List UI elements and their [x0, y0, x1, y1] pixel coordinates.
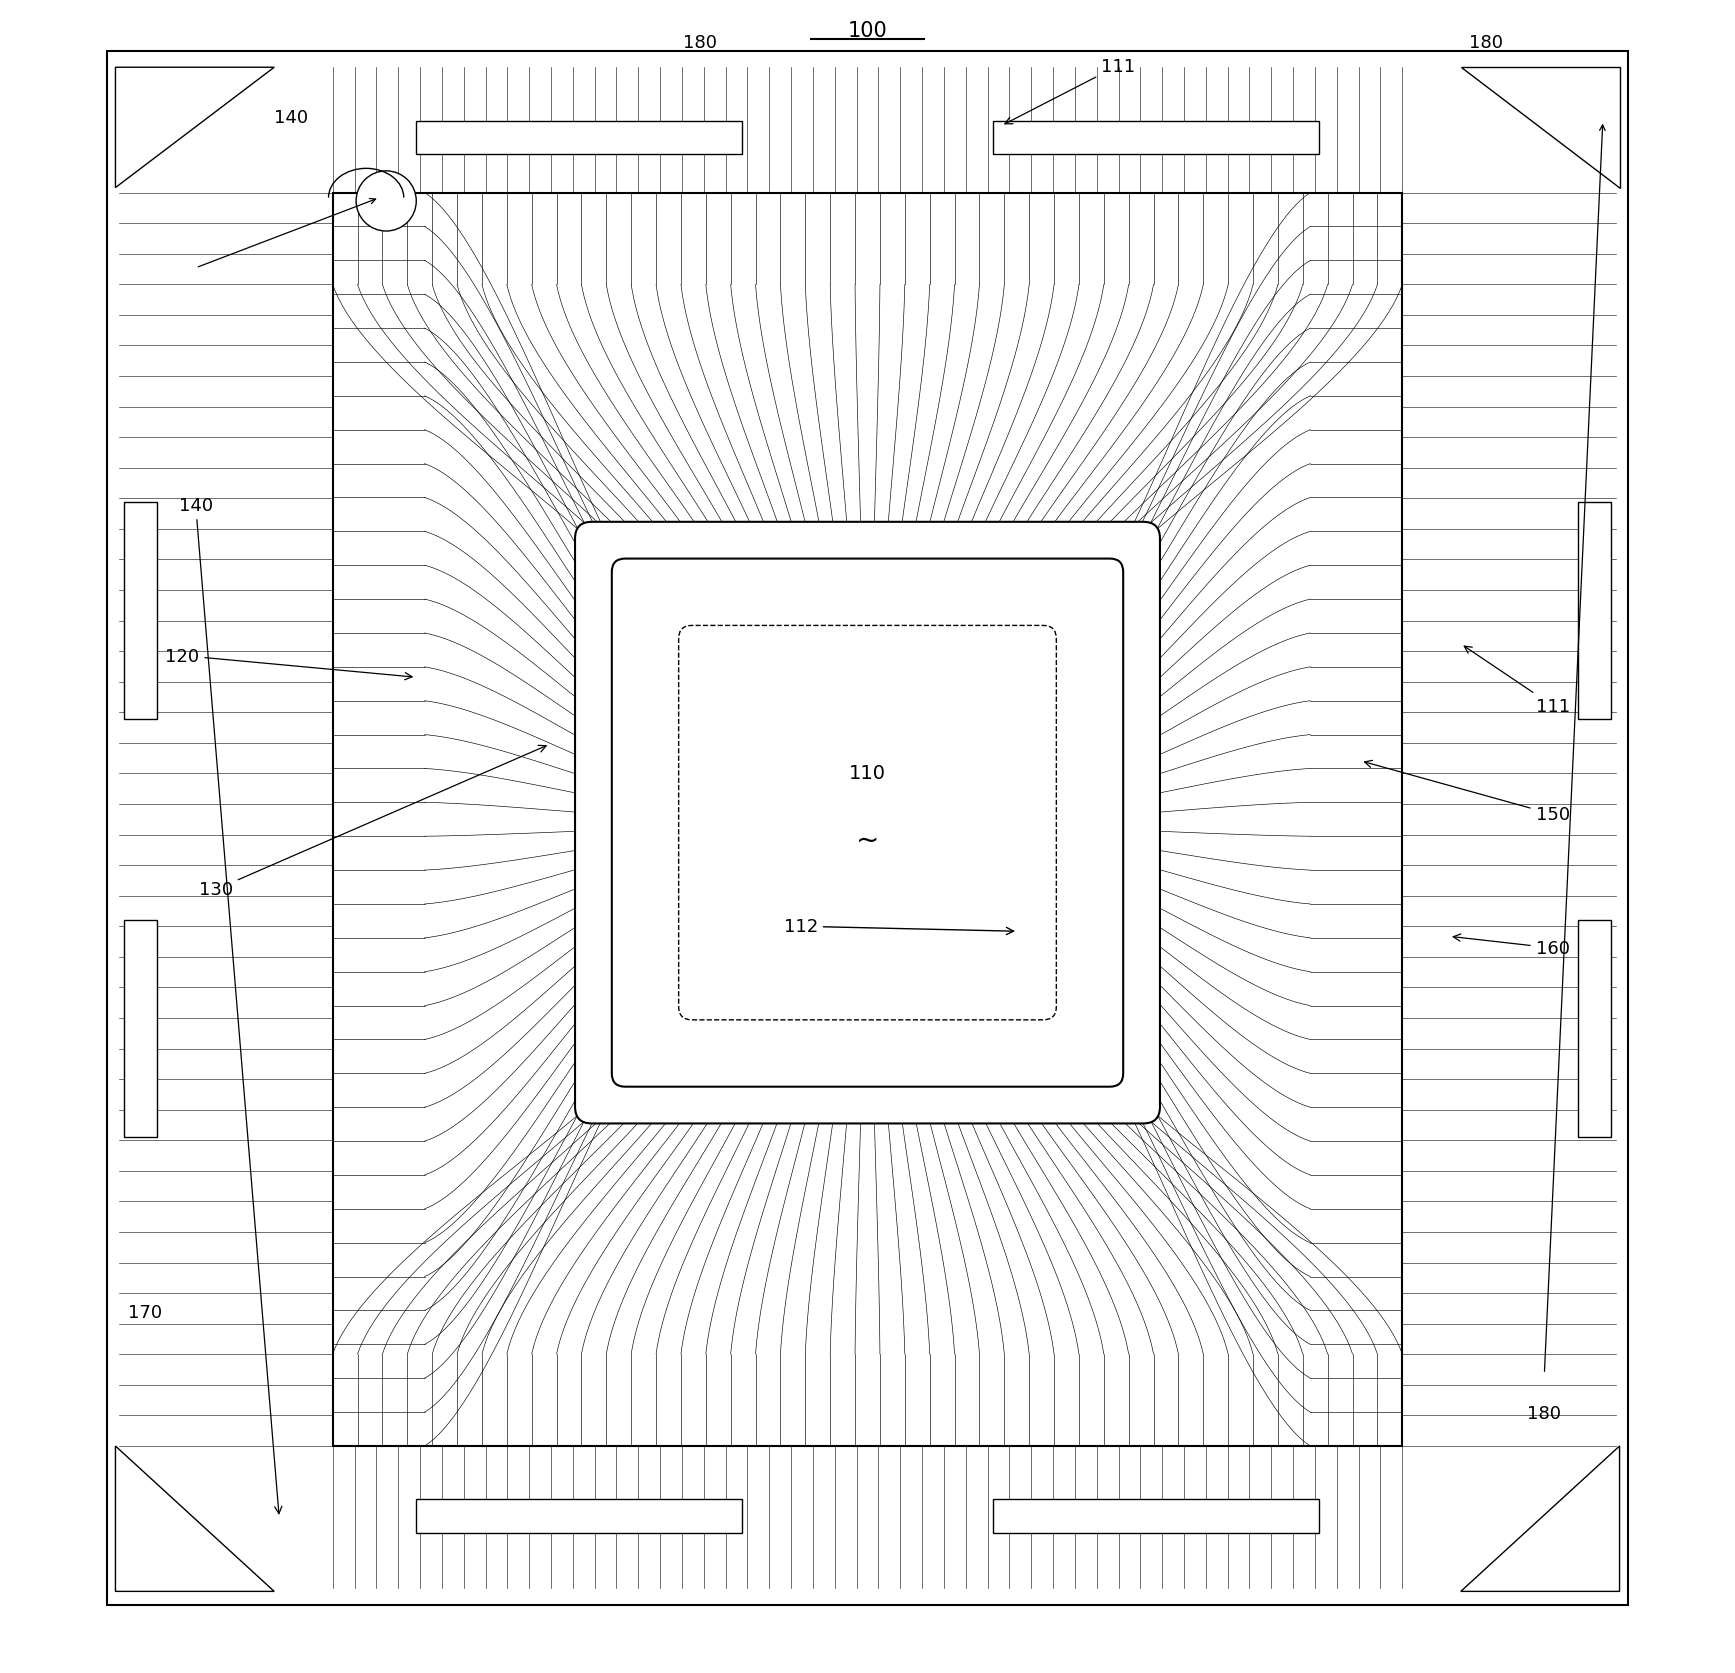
Bar	[123, 502, 158, 719]
Text: 130: 130	[200, 746, 547, 898]
Polygon shape	[116, 1445, 274, 1591]
FancyBboxPatch shape	[678, 626, 1057, 1021]
Text: 111: 111	[1464, 647, 1570, 716]
Bar	[1577, 920, 1612, 1138]
Text: 110: 110	[848, 763, 887, 783]
Bar	[333, 194, 1402, 1445]
Bar	[1577, 502, 1612, 719]
Polygon shape	[1461, 69, 1619, 189]
Text: 180: 180	[684, 33, 717, 52]
Text: 170: 170	[128, 1303, 163, 1322]
Text: 111: 111	[1005, 57, 1135, 125]
Polygon shape	[1461, 1445, 1619, 1591]
FancyBboxPatch shape	[574, 522, 1161, 1124]
Text: ~: ~	[855, 826, 880, 853]
Text: 150: 150	[1364, 761, 1570, 823]
Bar	[416, 122, 743, 156]
Text: 112: 112	[784, 918, 1013, 935]
Text: 180: 180	[1527, 1404, 1562, 1422]
Bar	[992, 1499, 1319, 1532]
Polygon shape	[116, 69, 274, 189]
FancyBboxPatch shape	[612, 559, 1123, 1087]
Text: 120: 120	[165, 647, 413, 681]
Text: 140: 140	[179, 497, 281, 1514]
Bar	[992, 122, 1319, 156]
Bar	[123, 920, 158, 1138]
Text: 100: 100	[848, 22, 887, 42]
Text: 180: 180	[1470, 33, 1503, 52]
Text: 140: 140	[274, 109, 309, 127]
Bar	[416, 1499, 743, 1532]
Text: 160: 160	[1454, 935, 1570, 957]
Circle shape	[356, 172, 416, 233]
